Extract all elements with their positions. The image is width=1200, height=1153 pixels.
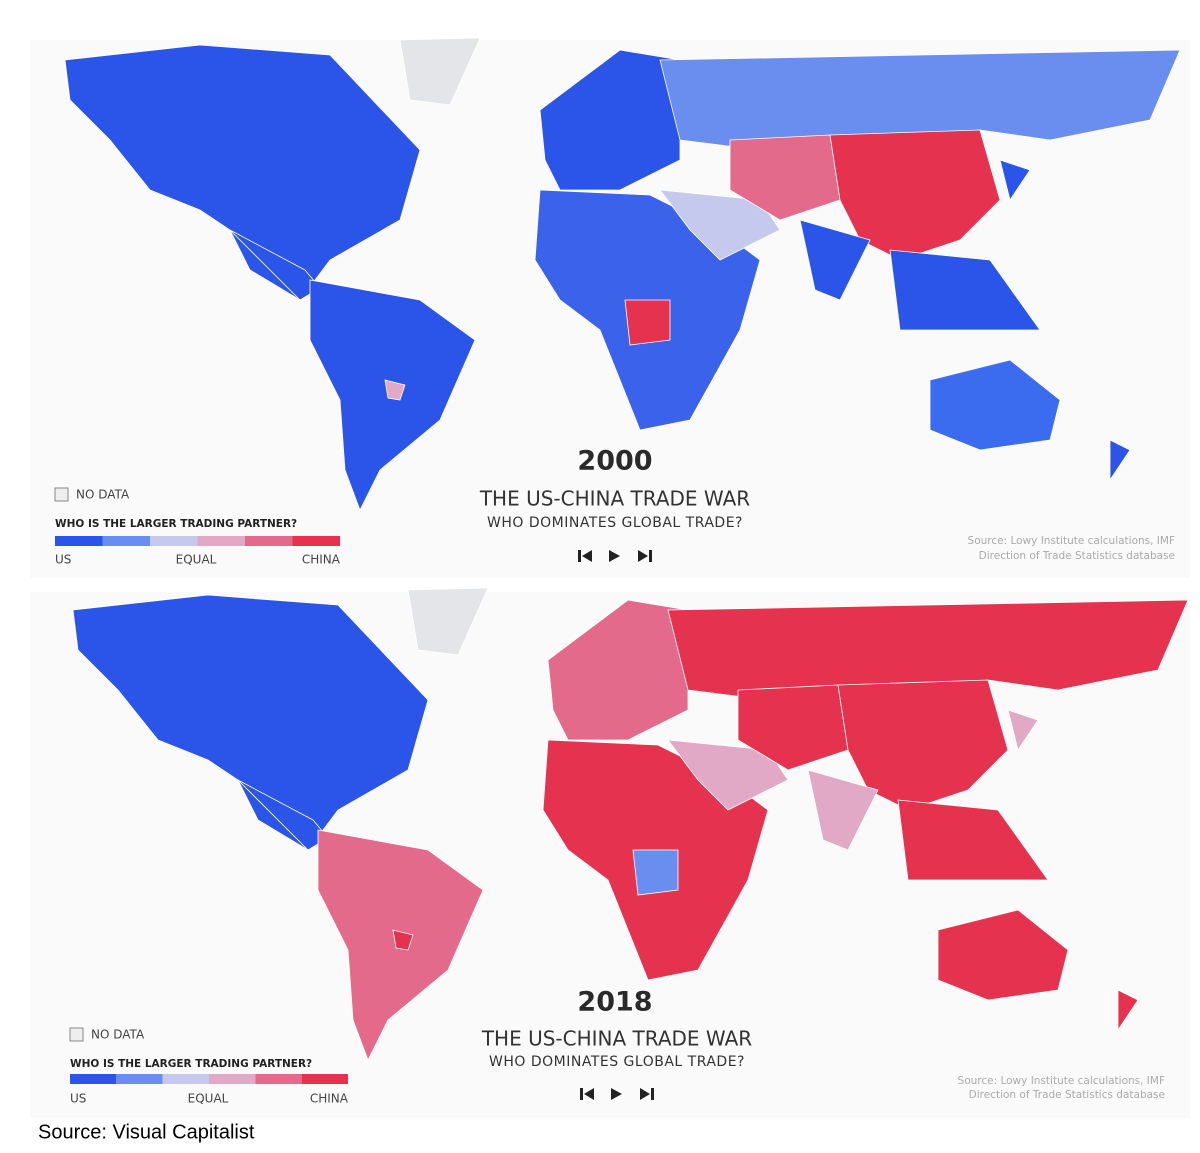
legend-label: US [55, 553, 71, 567]
subtitle: WHO DOMINATES GLOBAL TRADE? [487, 515, 743, 531]
legend-swatch [245, 536, 293, 546]
legend-label: EQUAL [188, 1092, 229, 1106]
legend-swatch [209, 1074, 256, 1084]
no-data-label: NO DATA [76, 488, 130, 502]
legend-title: WHO IS THE LARGER TRADING PARTNER? [70, 1058, 312, 1070]
playback-controls[interactable] [578, 550, 652, 562]
source: Source: Lowy Institute calculations, IMF [968, 535, 1175, 547]
legend-swatch [301, 1074, 348, 1084]
legend-label: EQUAL [176, 553, 217, 567]
legend-swatch [162, 1074, 209, 1084]
legend-swatch [70, 1074, 117, 1084]
legend-swatch [116, 1074, 163, 1084]
footer-source: Source: Visual Capitalist [38, 1121, 255, 1143]
legend-swatch [102, 536, 150, 546]
legend-label: CHINA [302, 553, 341, 567]
source: Source: Lowy Institute calculations, IMF [958, 1075, 1165, 1087]
title: THE US-CHINA TRADE WAR [481, 1027, 752, 1051]
legend-swatch [150, 536, 198, 546]
legend-label: US [70, 1092, 86, 1106]
no-data-box [54, 487, 69, 502]
no-data-box [69, 1027, 84, 1042]
panel-2000: NO DATA WHO IS THE LARGER TRADING PARTNE… [30, 37, 1190, 578]
year: 2018 [577, 987, 652, 1018]
playback-controls[interactable] [580, 1088, 654, 1100]
panel-2018: NO DATA WHO IS THE LARGER TRADING PARTNE… [30, 587, 1190, 1118]
legend-swatch [197, 536, 245, 546]
legend-title: WHO IS THE LARGER TRADING PARTNER? [55, 518, 297, 530]
no-data-label: NO DATA [91, 1028, 145, 1042]
legend-bar [55, 536, 340, 546]
source: Direction of Trade Statistics database [979, 550, 1175, 562]
legend-label: CHINA [310, 1092, 349, 1106]
legend-swatch [292, 536, 340, 546]
legend-swatch [55, 536, 103, 546]
source: Direction of Trade Statistics database [969, 1089, 1165, 1101]
legend-swatch [255, 1074, 302, 1084]
legend-bar [70, 1074, 348, 1084]
subtitle: WHO DOMINATES GLOBAL TRADE? [489, 1054, 745, 1070]
title: THE US-CHINA TRADE WAR [479, 487, 750, 511]
year: 2000 [577, 446, 652, 477]
